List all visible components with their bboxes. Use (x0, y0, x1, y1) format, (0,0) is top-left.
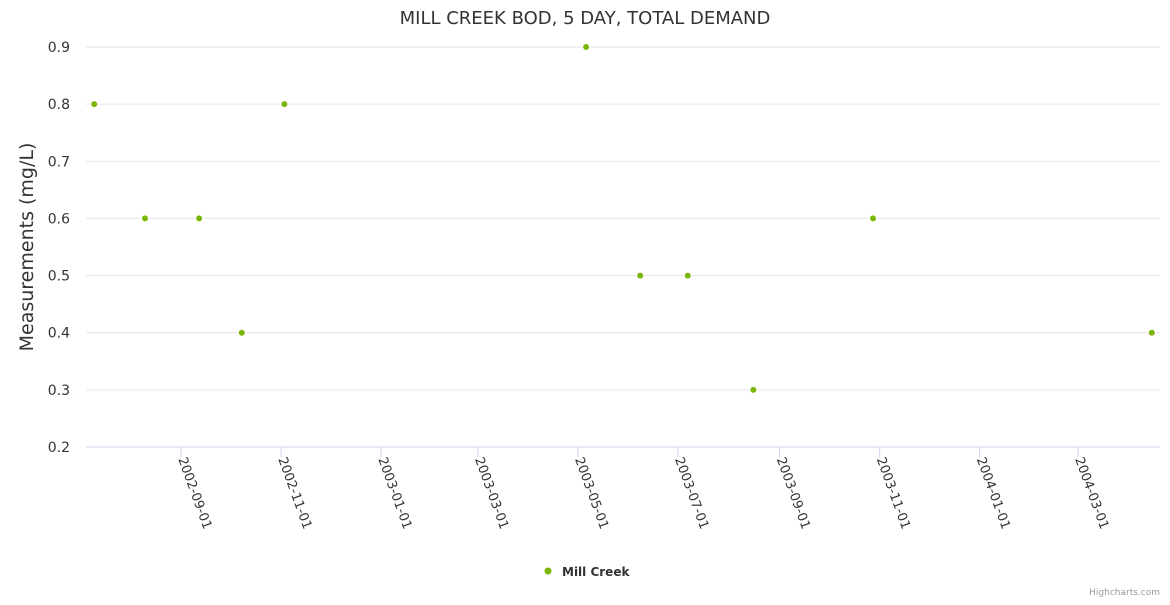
y-tick-label: 0.8 (48, 97, 70, 113)
x-axis-ticks: 2002-09-01 2002-11-01 2003-01-01 2003-03-01… (174, 447, 1111, 531)
data-point[interactable] (1147, 328, 1156, 337)
x-tick-label: 2003-01-01 (374, 455, 414, 531)
data-point[interactable] (636, 271, 645, 280)
data-point[interactable] (683, 271, 692, 280)
x-tick-label: 2002-11-01 (274, 455, 314, 531)
data-point[interactable] (195, 214, 204, 223)
y-tick-label: 0.2 (48, 440, 70, 456)
legend-item-label[interactable]: Mill Creek (562, 565, 630, 579)
y-tick-label: 0.6 (48, 211, 70, 227)
y-axis-ticks: 0.2 0.3 0.4 0.5 0.6 0.7 0.8 0.9 (48, 40, 70, 456)
x-tick-label: 2003-03-01 (471, 455, 511, 531)
y-tick-label: 0.9 (48, 40, 70, 56)
x-tick-label: 2004-01-01 (973, 455, 1013, 531)
chart-title: MILL CREEK BOD, 5 DAY, TOTAL DEMAND (400, 8, 771, 29)
x-tick-label: 2002-09-01 (174, 455, 214, 531)
gridlines (86, 46, 1160, 391)
x-tick-label: 2004-03-01 (1071, 455, 1111, 531)
credits-link[interactable]: Highcharts.com (1089, 588, 1160, 598)
data-point[interactable] (749, 385, 758, 394)
x-tick-label: 2003-05-01 (571, 455, 611, 531)
data-point[interactable] (237, 328, 246, 337)
x-tick-label: 2003-09-01 (773, 455, 813, 531)
data-point[interactable] (582, 43, 591, 51)
y-tick-label: 0.5 (48, 269, 70, 285)
y-tick-label: 0.3 (48, 383, 70, 399)
data-point[interactable] (141, 214, 150, 223)
data-point[interactable] (90, 100, 99, 109)
legend-marker[interactable] (544, 567, 552, 575)
data-point[interactable] (280, 100, 289, 109)
y-tick-label: 0.4 (48, 326, 70, 342)
y-axis-label: Measurements (mg/L) (16, 143, 38, 352)
data-point[interactable] (869, 214, 878, 223)
series-mill-creek[interactable] (90, 43, 1156, 394)
legend[interactable]: Mill Creek (544, 565, 631, 579)
x-tick-label: 2003-11-01 (873, 455, 913, 531)
x-tick-label: 2003-07-01 (671, 455, 711, 531)
y-tick-label: 0.7 (48, 154, 70, 170)
